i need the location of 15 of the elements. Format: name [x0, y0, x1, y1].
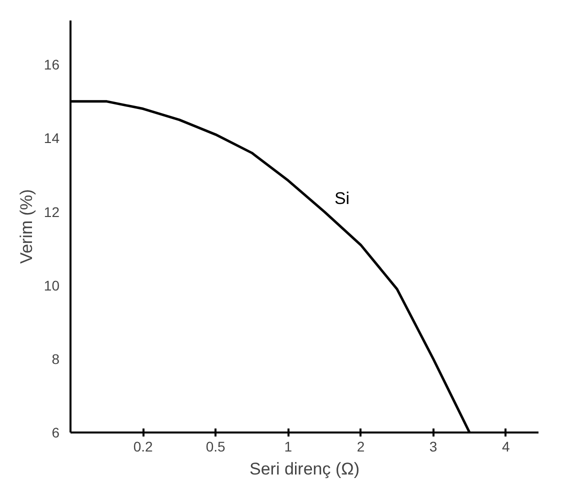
y-tick-label: 10: [44, 277, 60, 294]
series-label: Si: [334, 188, 350, 208]
y-axis-title: Verim (%): [16, 189, 36, 264]
x-tick-label: 2: [356, 438, 365, 454]
x-tick-label: 0.5: [206, 438, 226, 454]
y-tick-label: 12: [44, 204, 60, 220]
x-tick-label: 1: [284, 438, 292, 454]
x-tick-label: 0.2: [133, 438, 154, 454]
y-tick-label: 6: [52, 424, 60, 440]
y-tick-label: 14: [44, 130, 60, 146]
x-tick-label: 4: [502, 438, 510, 454]
x-tick-label: 3: [429, 438, 438, 454]
y-tick-label: 8: [52, 350, 60, 367]
y-tick-label: 16: [44, 56, 60, 73]
x-axis-title: Seri direnç (Ω): [249, 460, 360, 478]
